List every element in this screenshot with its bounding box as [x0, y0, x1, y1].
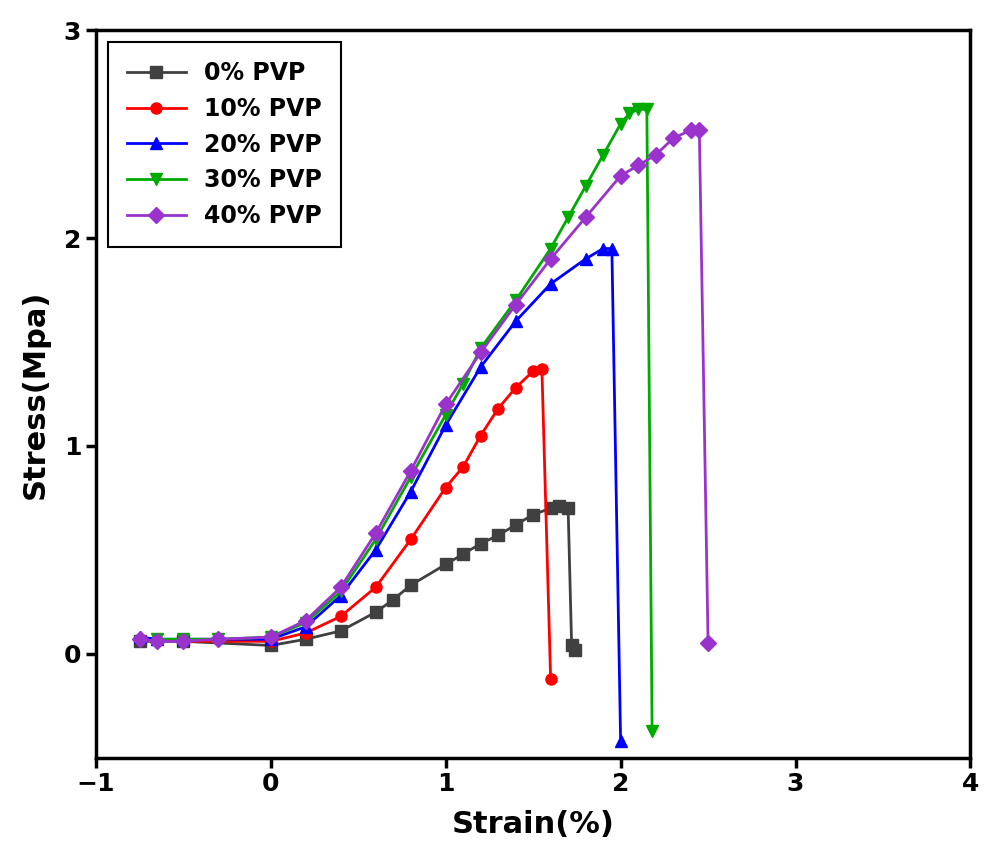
40% PVP — [650, 150, 662, 160]
0% PVP — [300, 634, 312, 644]
40% PVP — [300, 616, 312, 626]
0% PVP — [335, 626, 347, 636]
20% PVP — [405, 487, 417, 497]
0% PVP — [475, 538, 487, 549]
40% PVP — [702, 638, 714, 648]
40% PVP — [545, 254, 557, 264]
30% PVP — [300, 617, 312, 628]
10% PVP — [492, 403, 504, 414]
40% PVP — [615, 170, 627, 181]
0% PVP — [510, 519, 522, 530]
40% PVP — [510, 299, 522, 310]
30% PVP — [615, 119, 627, 129]
40% PVP — [370, 528, 382, 538]
30% PVP — [632, 104, 644, 114]
20% PVP — [335, 591, 347, 601]
20% PVP — [475, 362, 487, 372]
30% PVP — [405, 472, 417, 482]
Legend: 0% PVP, 10% PVP, 20% PVP, 30% PVP, 40% PVP: 0% PVP, 10% PVP, 20% PVP, 30% PVP, 40% P… — [108, 42, 341, 247]
0% PVP — [265, 641, 277, 651]
0% PVP — [553, 501, 565, 512]
40% PVP — [134, 634, 146, 644]
20% PVP — [545, 279, 557, 289]
40% PVP — [580, 212, 592, 223]
0% PVP — [545, 503, 557, 513]
20% PVP — [615, 736, 627, 746]
40% PVP — [632, 160, 644, 170]
10% PVP — [536, 364, 548, 374]
40% PVP — [440, 399, 452, 409]
0% PVP — [527, 509, 539, 519]
0% PVP — [492, 530, 504, 540]
30% PVP — [151, 634, 163, 644]
10% PVP — [405, 534, 417, 544]
10% PVP — [335, 611, 347, 622]
10% PVP — [545, 673, 557, 684]
40% PVP — [667, 133, 679, 144]
30% PVP — [545, 243, 557, 254]
10% PVP — [457, 462, 469, 472]
0% PVP — [370, 607, 382, 617]
0% PVP — [387, 594, 399, 605]
10% PVP — [370, 582, 382, 593]
10% PVP — [440, 482, 452, 493]
20% PVP — [300, 622, 312, 632]
X-axis label: Strain(%): Strain(%) — [452, 810, 615, 839]
40% PVP — [685, 125, 697, 135]
0% PVP — [457, 549, 469, 559]
30% PVP — [370, 534, 382, 544]
20% PVP — [134, 632, 146, 642]
20% PVP — [177, 634, 189, 644]
20% PVP — [606, 243, 618, 254]
10% PVP — [510, 383, 522, 393]
30% PVP — [646, 726, 658, 736]
20% PVP — [440, 420, 452, 430]
0% PVP — [566, 641, 578, 651]
30% PVP — [580, 181, 592, 192]
40% PVP — [405, 466, 417, 476]
30% PVP — [440, 409, 452, 420]
30% PVP — [265, 632, 277, 642]
Line: 0% PVP: 0% PVP — [134, 501, 581, 655]
40% PVP — [693, 125, 705, 135]
Line: 10% PVP: 10% PVP — [178, 364, 556, 685]
10% PVP — [300, 628, 312, 638]
20% PVP — [370, 544, 382, 555]
Line: 20% PVP: 20% PVP — [133, 243, 627, 747]
0% PVP — [134, 636, 146, 647]
30% PVP — [457, 378, 469, 389]
0% PVP — [569, 644, 581, 654]
30% PVP — [475, 343, 487, 353]
20% PVP — [580, 254, 592, 264]
30% PVP — [335, 587, 347, 597]
20% PVP — [265, 634, 277, 644]
10% PVP — [265, 636, 277, 647]
30% PVP — [177, 634, 189, 644]
30% PVP — [641, 104, 653, 114]
10% PVP — [527, 366, 539, 377]
40% PVP — [212, 634, 224, 644]
40% PVP — [177, 636, 189, 647]
30% PVP — [212, 634, 224, 644]
40% PVP — [475, 347, 487, 358]
20% PVP — [510, 316, 522, 327]
0% PVP — [405, 580, 417, 590]
30% PVP — [510, 295, 522, 305]
40% PVP — [265, 632, 277, 642]
30% PVP — [562, 212, 574, 223]
Y-axis label: Stress(Mpa): Stress(Mpa) — [21, 289, 50, 499]
30% PVP — [623, 108, 635, 119]
40% PVP — [335, 582, 347, 593]
0% PVP — [177, 636, 189, 647]
20% PVP — [151, 634, 163, 644]
10% PVP — [475, 430, 487, 440]
0% PVP — [562, 503, 574, 513]
0% PVP — [440, 559, 452, 569]
Line: 40% PVP: 40% PVP — [134, 125, 714, 649]
10% PVP — [177, 636, 189, 647]
40% PVP — [151, 636, 163, 647]
30% PVP — [597, 150, 609, 160]
Line: 30% PVP: 30% PVP — [151, 103, 658, 737]
20% PVP — [597, 243, 609, 254]
